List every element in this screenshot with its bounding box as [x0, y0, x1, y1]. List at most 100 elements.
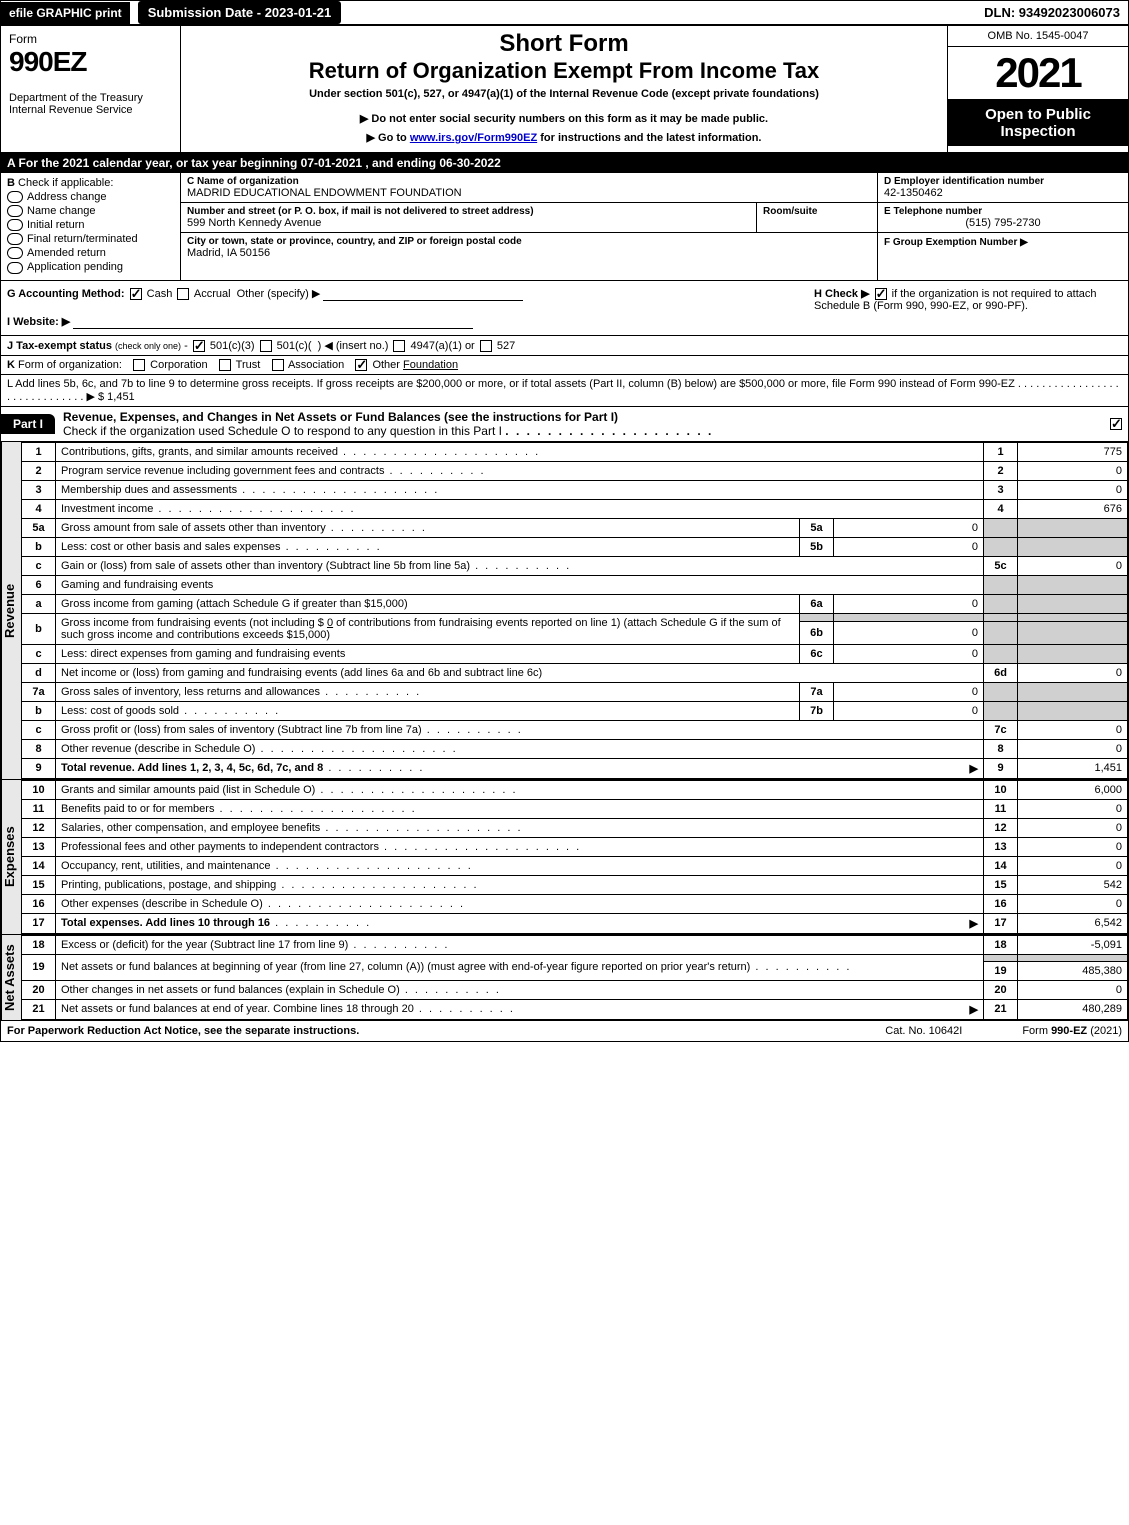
chk-501c3[interactable] — [193, 340, 205, 352]
line-k: K Form of organization: Corporation Trus… — [1, 356, 1128, 375]
table-row: bLess: cost of goods sold7b0 — [22, 701, 1128, 720]
f-label: F Group Exemption Number ▶ — [884, 237, 1028, 248]
goto-link[interactable]: www.irs.gov/Form990EZ — [410, 132, 537, 144]
table-row: 12Salaries, other compensation, and empl… — [22, 818, 1128, 837]
form-number: 990EZ — [9, 46, 172, 78]
table-row: 17Total expenses. Add lines 10 through 1… — [22, 913, 1128, 933]
netassets-table: 18Excess or (deficit) for the year (Subt… — [21, 935, 1128, 1020]
chk-trust[interactable] — [219, 359, 231, 371]
chk-501c[interactable] — [260, 340, 272, 352]
table-row: 11Benefits paid to or for members110 — [22, 799, 1128, 818]
netassets-section: Net Assets 18Excess or (deficit) for the… — [1, 935, 1128, 1020]
chk-4947[interactable] — [393, 340, 405, 352]
row-ghi: G Accounting Method: Cash Accrual Other … — [1, 281, 1128, 336]
table-row: 7aGross sales of inventory, less returns… — [22, 682, 1128, 701]
goto-post: for instructions and the latest informat… — [537, 132, 761, 144]
table-row: 18Excess or (deficit) for the year (Subt… — [22, 935, 1128, 954]
part1-header: Part I Revenue, Expenses, and Changes in… — [1, 407, 1128, 442]
chk-amended-return[interactable] — [7, 247, 23, 259]
b-label: B — [7, 177, 15, 189]
table-row: cGain or (loss) from sale of assets othe… — [22, 556, 1128, 575]
chk-name-change[interactable] — [7, 205, 23, 217]
lbl-final-return: Final return/terminated — [27, 233, 138, 245]
table-row: cLess: direct expenses from gaming and f… — [22, 644, 1128, 663]
column-b: B Check if applicable: Address change Na… — [1, 173, 181, 280]
netassets-tab: Net Assets — [1, 935, 21, 1020]
part1-title: Revenue, Expenses, and Changes in Net As… — [63, 410, 618, 424]
org-name: MADRID EDUCATIONAL ENDOWMENT FOUNDATION — [187, 187, 871, 199]
website-input[interactable] — [73, 315, 473, 329]
header: Form 990EZ Department of the Treasury In… — [1, 26, 1128, 153]
table-row: 14Occupancy, rent, utilities, and mainte… — [22, 856, 1128, 875]
omb-number: OMB No. 1545-0047 — [948, 26, 1128, 47]
column-def: D Employer identification number 42-1350… — [878, 173, 1128, 280]
form-label: Form — [9, 32, 172, 46]
chk-corp[interactable] — [133, 359, 145, 371]
cat-no: Cat. No. 10642I — [885, 1025, 962, 1037]
street-label: Number and street (or P. O. box, if mail… — [187, 206, 750, 217]
table-row: 9Total revenue. Add lines 1, 2, 3, 4, 5c… — [22, 758, 1128, 778]
table-row: 1Contributions, gifts, grants, and simil… — [22, 442, 1128, 461]
department: Department of the Treasury Internal Reve… — [9, 92, 172, 116]
lbl-initial-return: Initial return — [27, 219, 84, 231]
lbl-amended-return: Amended return — [27, 247, 106, 259]
table-row: dNet income or (loss) from gaming and fu… — [22, 663, 1128, 682]
revenue-table: 1Contributions, gifts, grants, and simil… — [21, 442, 1128, 779]
expenses-tab: Expenses — [1, 780, 21, 934]
lbl-name-change: Name change — [27, 205, 96, 217]
table-row: 21Net assets or fund balances at end of … — [22, 999, 1128, 1019]
table-row: 3Membership dues and assessments30 — [22, 480, 1128, 499]
e-label: E Telephone number — [884, 206, 1122, 217]
title-return: Return of Organization Exempt From Incom… — [189, 58, 939, 84]
table-row: 13Professional fees and other payments t… — [22, 837, 1128, 856]
revenue-tab: Revenue — [1, 442, 21, 779]
table-row: 5aGross amount from sale of assets other… — [22, 518, 1128, 537]
chk-accrual[interactable] — [177, 288, 189, 300]
part1-sub: Check if the organization used Schedule … — [63, 424, 502, 438]
c-name-label: C Name of organization — [187, 176, 871, 187]
chk-cash[interactable] — [130, 288, 142, 300]
table-row: 19Net assets or fund balances at beginni… — [22, 954, 1128, 961]
top-bar: efile GRAPHIC print Submission Date - 20… — [1, 1, 1128, 26]
chk-527[interactable] — [480, 340, 492, 352]
header-left: Form 990EZ Department of the Treasury In… — [1, 26, 181, 152]
lbl-address-change: Address change — [27, 191, 107, 203]
g-label: G Accounting Method: — [7, 288, 125, 300]
line-j: J Tax-exempt status (check only one) - 5… — [1, 336, 1128, 356]
table-row: 10Grants and similar amounts paid (list … — [22, 780, 1128, 799]
section-bcdef: B Check if applicable: Address change Na… — [1, 173, 1128, 281]
table-row: 6Gaming and fundraising events — [22, 575, 1128, 594]
chk-h[interactable] — [875, 288, 887, 300]
other-input[interactable] — [323, 287, 523, 301]
chk-initial-return[interactable] — [7, 219, 23, 231]
chk-final-return[interactable] — [7, 233, 23, 245]
part1-tag: Part I — [1, 414, 55, 434]
table-row: bGross income from fundraising events (n… — [22, 613, 1128, 621]
header-center: Short Form Return of Organization Exempt… — [181, 26, 948, 152]
chk-part1-scho[interactable] — [1110, 418, 1122, 430]
chk-application-pending[interactable] — [7, 262, 23, 274]
open-to-public: Open to Public Inspection — [948, 100, 1128, 146]
chk-assoc[interactable] — [272, 359, 284, 371]
dln: DLN: 93492023006073 — [976, 1, 1128, 24]
chk-other-org[interactable] — [355, 359, 367, 371]
street-value: 599 North Kennedy Avenue — [187, 217, 750, 229]
table-row: aGross income from gaming (attach Schedu… — [22, 594, 1128, 613]
chk-address-change[interactable] — [7, 191, 23, 203]
lbl-application-pending: Application pending — [27, 261, 123, 273]
column-c: C Name of organization MADRID EDUCATIONA… — [181, 173, 878, 280]
table-row: 2Program service revenue including gover… — [22, 461, 1128, 480]
footer: For Paperwork Reduction Act Notice, see … — [1, 1020, 1128, 1041]
lbl-accrual: Accrual — [194, 288, 231, 300]
table-row: 16Other expenses (describe in Schedule O… — [22, 894, 1128, 913]
b-check-if: Check if applicable: — [18, 177, 113, 189]
ssn-warning: ▶ Do not enter social security numbers o… — [189, 112, 939, 125]
efile-print[interactable]: efile GRAPHIC print — [1, 2, 130, 24]
lbl-other: Other (specify) ▶ — [237, 288, 321, 300]
tax-year: 2021 — [948, 47, 1128, 100]
i-label: I Website: ▶ — [7, 316, 70, 328]
expenses-section: Expenses 10Grants and similar amounts pa… — [1, 780, 1128, 935]
table-row: 20Other changes in net assets or fund ba… — [22, 980, 1128, 999]
revenue-section: Revenue 1Contributions, gifts, grants, a… — [1, 442, 1128, 780]
d-label: D Employer identification number — [884, 176, 1122, 187]
